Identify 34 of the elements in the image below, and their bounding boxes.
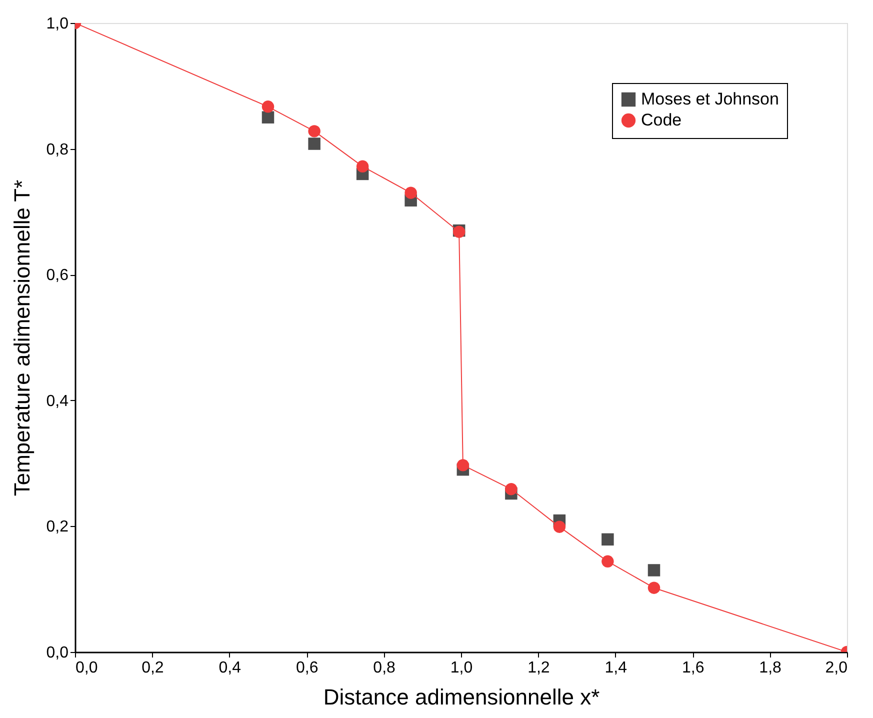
point <box>356 160 369 173</box>
y-tick-label: 0,8 <box>46 141 69 158</box>
y-tick-label: 0,2 <box>46 518 69 536</box>
point <box>262 100 274 113</box>
point <box>456 459 470 472</box>
point <box>602 555 614 568</box>
x-tick-label: 1,8 <box>759 660 782 676</box>
x-tick-label: 1,0 <box>450 660 473 676</box>
point <box>602 533 614 546</box>
x-tick-label: 1,2 <box>528 660 550 676</box>
x-tick-label: 0,0 <box>76 660 98 676</box>
x-tick-label: 1,4 <box>604 660 628 676</box>
x-tick-label: 0,8 <box>373 660 396 676</box>
legend-label: Moses et Johnson <box>641 90 779 108</box>
y-tick-label: 0,4 <box>46 392 69 410</box>
point <box>404 186 417 199</box>
point <box>648 582 660 594</box>
y-tick-label: 0,0 <box>46 644 69 662</box>
legend-label: Code <box>641 110 682 130</box>
x-axis-title: Distance adimensionnelle x* <box>323 684 600 710</box>
y-tick-label: 1,0 <box>46 16 69 32</box>
y-tick-label: 0,6 <box>46 267 69 284</box>
point <box>262 111 274 124</box>
point <box>505 482 518 496</box>
x-tick-label: 2,0 <box>825 660 848 676</box>
x-tick-label: 0,2 <box>142 660 164 676</box>
point <box>553 520 566 533</box>
x-tick-label: 0,6 <box>296 660 318 676</box>
x-tick-label: 0,4 <box>218 660 242 676</box>
y-axis-title: Temperature adimensionnelle T* <box>9 179 34 496</box>
point <box>308 125 320 138</box>
point <box>308 138 320 150</box>
x-tick-label: 1,6 <box>682 660 704 676</box>
point <box>648 564 660 576</box>
